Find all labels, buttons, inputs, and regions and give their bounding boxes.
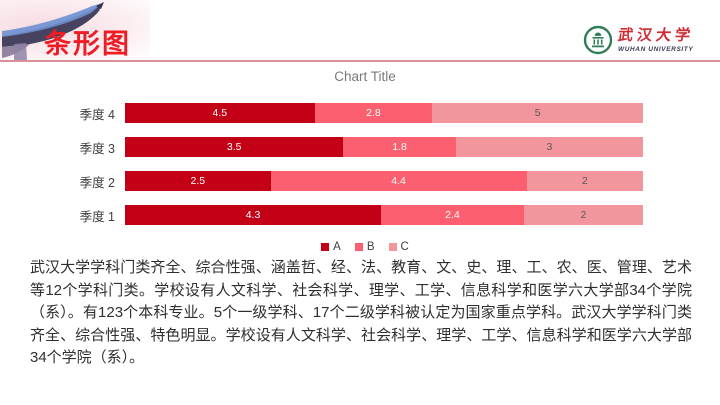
bar-rows: 季度 4 4.5 2.8 5 季度 3 3.5 1.8 3 季度 2 2.5 4.4 2 季度 1 4.3… — [30, 96, 700, 232]
university-logo: 武汉大学 WUHAN UNIVERSITY — [583, 25, 696, 55]
legend-label: A — [333, 241, 341, 253]
chart-title: Chart Title — [334, 69, 396, 84]
university-emblem-icon — [583, 25, 613, 55]
university-logo-text: 武汉大学 WUHAN UNIVERSITY — [616, 26, 696, 53]
bar-row: 季度 4 4.5 2.8 5 — [30, 96, 700, 130]
bar-category-label: 季度 2 — [79, 175, 115, 190]
slide-header: 条形图 武汉大学 WUHAN UNIVERSITY — [0, 0, 720, 62]
bar-segment-A: 3.5 — [125, 137, 344, 157]
bar-row: 季度 2 2.5 4.4 2 — [30, 164, 700, 198]
legend-swatch-icon — [388, 243, 397, 251]
legend-label: B — [366, 241, 375, 253]
bar-segment-C: 2 — [526, 171, 643, 191]
bar-segment-B: 4.4 — [270, 171, 527, 191]
chart-legend: A B C — [30, 241, 700, 253]
legend-item-C: C — [388, 241, 409, 253]
bar-segment-A: 4.3 — [125, 205, 382, 225]
bar-segment-B: 2.8 — [314, 103, 433, 123]
university-name-en: WUHAN UNIVERSITY — [617, 45, 694, 53]
bar-track: 3.5 1.8 3 — [125, 137, 643, 157]
legend-label: C — [400, 241, 409, 253]
bar-row: 季度 3 3.5 1.8 3 — [30, 130, 700, 164]
legend-item-B: B — [354, 241, 375, 253]
bar-segment-C: 3 — [455, 137, 643, 157]
bar-segment-A: 4.5 — [125, 103, 315, 123]
bar-segment-B: 2.4 — [381, 205, 524, 225]
bar-category-label: 季度 1 — [79, 209, 115, 224]
page-title: 条形图 — [44, 29, 131, 59]
legend-swatch-icon — [354, 243, 363, 251]
bar-segment-C: 2 — [523, 205, 643, 225]
bar-segment-A: 2.5 — [125, 171, 271, 191]
bar-segment-C: 5 — [432, 103, 643, 123]
bar-track: 2.5 4.4 2 — [125, 171, 643, 191]
university-name-cn: 武汉大学 — [616, 26, 696, 44]
bar-chart: Chart Title 季度 4 4.5 2.8 5 季度 3 3.5 1.8 3 季度 2 2.… — [30, 66, 700, 253]
bar-category-label: 季度 3 — [79, 141, 115, 156]
bar-row: 季度 1 4.3 2.4 2 — [30, 198, 700, 232]
bar-category-label: 季度 4 — [79, 107, 115, 122]
body-paragraph: 武汉大学学科门类齐全、综合性强、涵盖哲、经、法、教育、文、史、理、工、农、医、管… — [30, 259, 692, 366]
legend-swatch-icon — [321, 243, 330, 251]
bar-track: 4.3 2.4 2 — [125, 205, 643, 225]
chinese-roof-decoration-icon — [2, 2, 104, 60]
legend-item-A: A — [321, 241, 341, 253]
bar-segment-B: 1.8 — [343, 137, 456, 157]
bar-track: 4.5 2.8 5 — [125, 103, 643, 123]
